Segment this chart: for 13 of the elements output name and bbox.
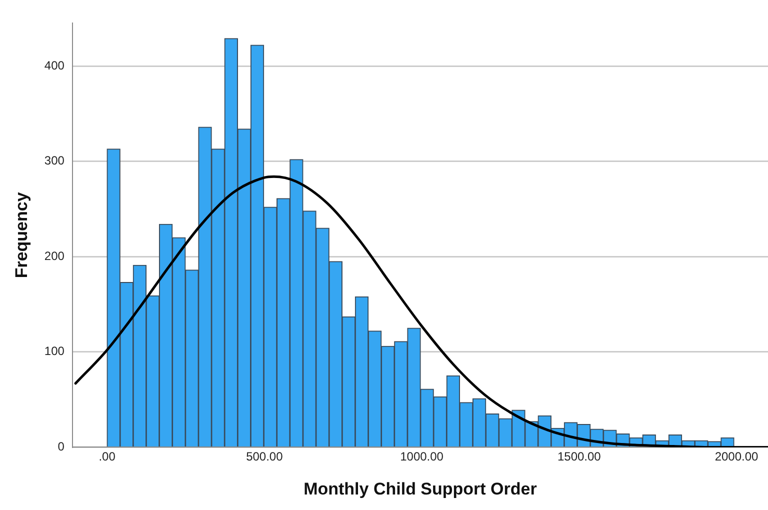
y-tick-label: 400 xyxy=(44,58,65,72)
y-tick-label: 300 xyxy=(44,154,65,168)
y-tick-label: 200 xyxy=(44,248,65,263)
y-tick-label: 0 xyxy=(58,440,65,454)
x-tick-label: 1000.00 xyxy=(400,450,444,464)
x-tick-label: 500.00 xyxy=(246,450,284,464)
y-tick-label: 100 xyxy=(44,344,65,358)
x-tick-label: .00 xyxy=(98,450,116,464)
x-tick-label: 1500.00 xyxy=(557,450,602,464)
x-tick-label: 2000.00 xyxy=(714,450,759,464)
y-axis-title: Frequency xyxy=(12,192,31,278)
x-axis-title: Monthly Child Support Order xyxy=(304,479,538,498)
line-series xyxy=(74,175,768,448)
